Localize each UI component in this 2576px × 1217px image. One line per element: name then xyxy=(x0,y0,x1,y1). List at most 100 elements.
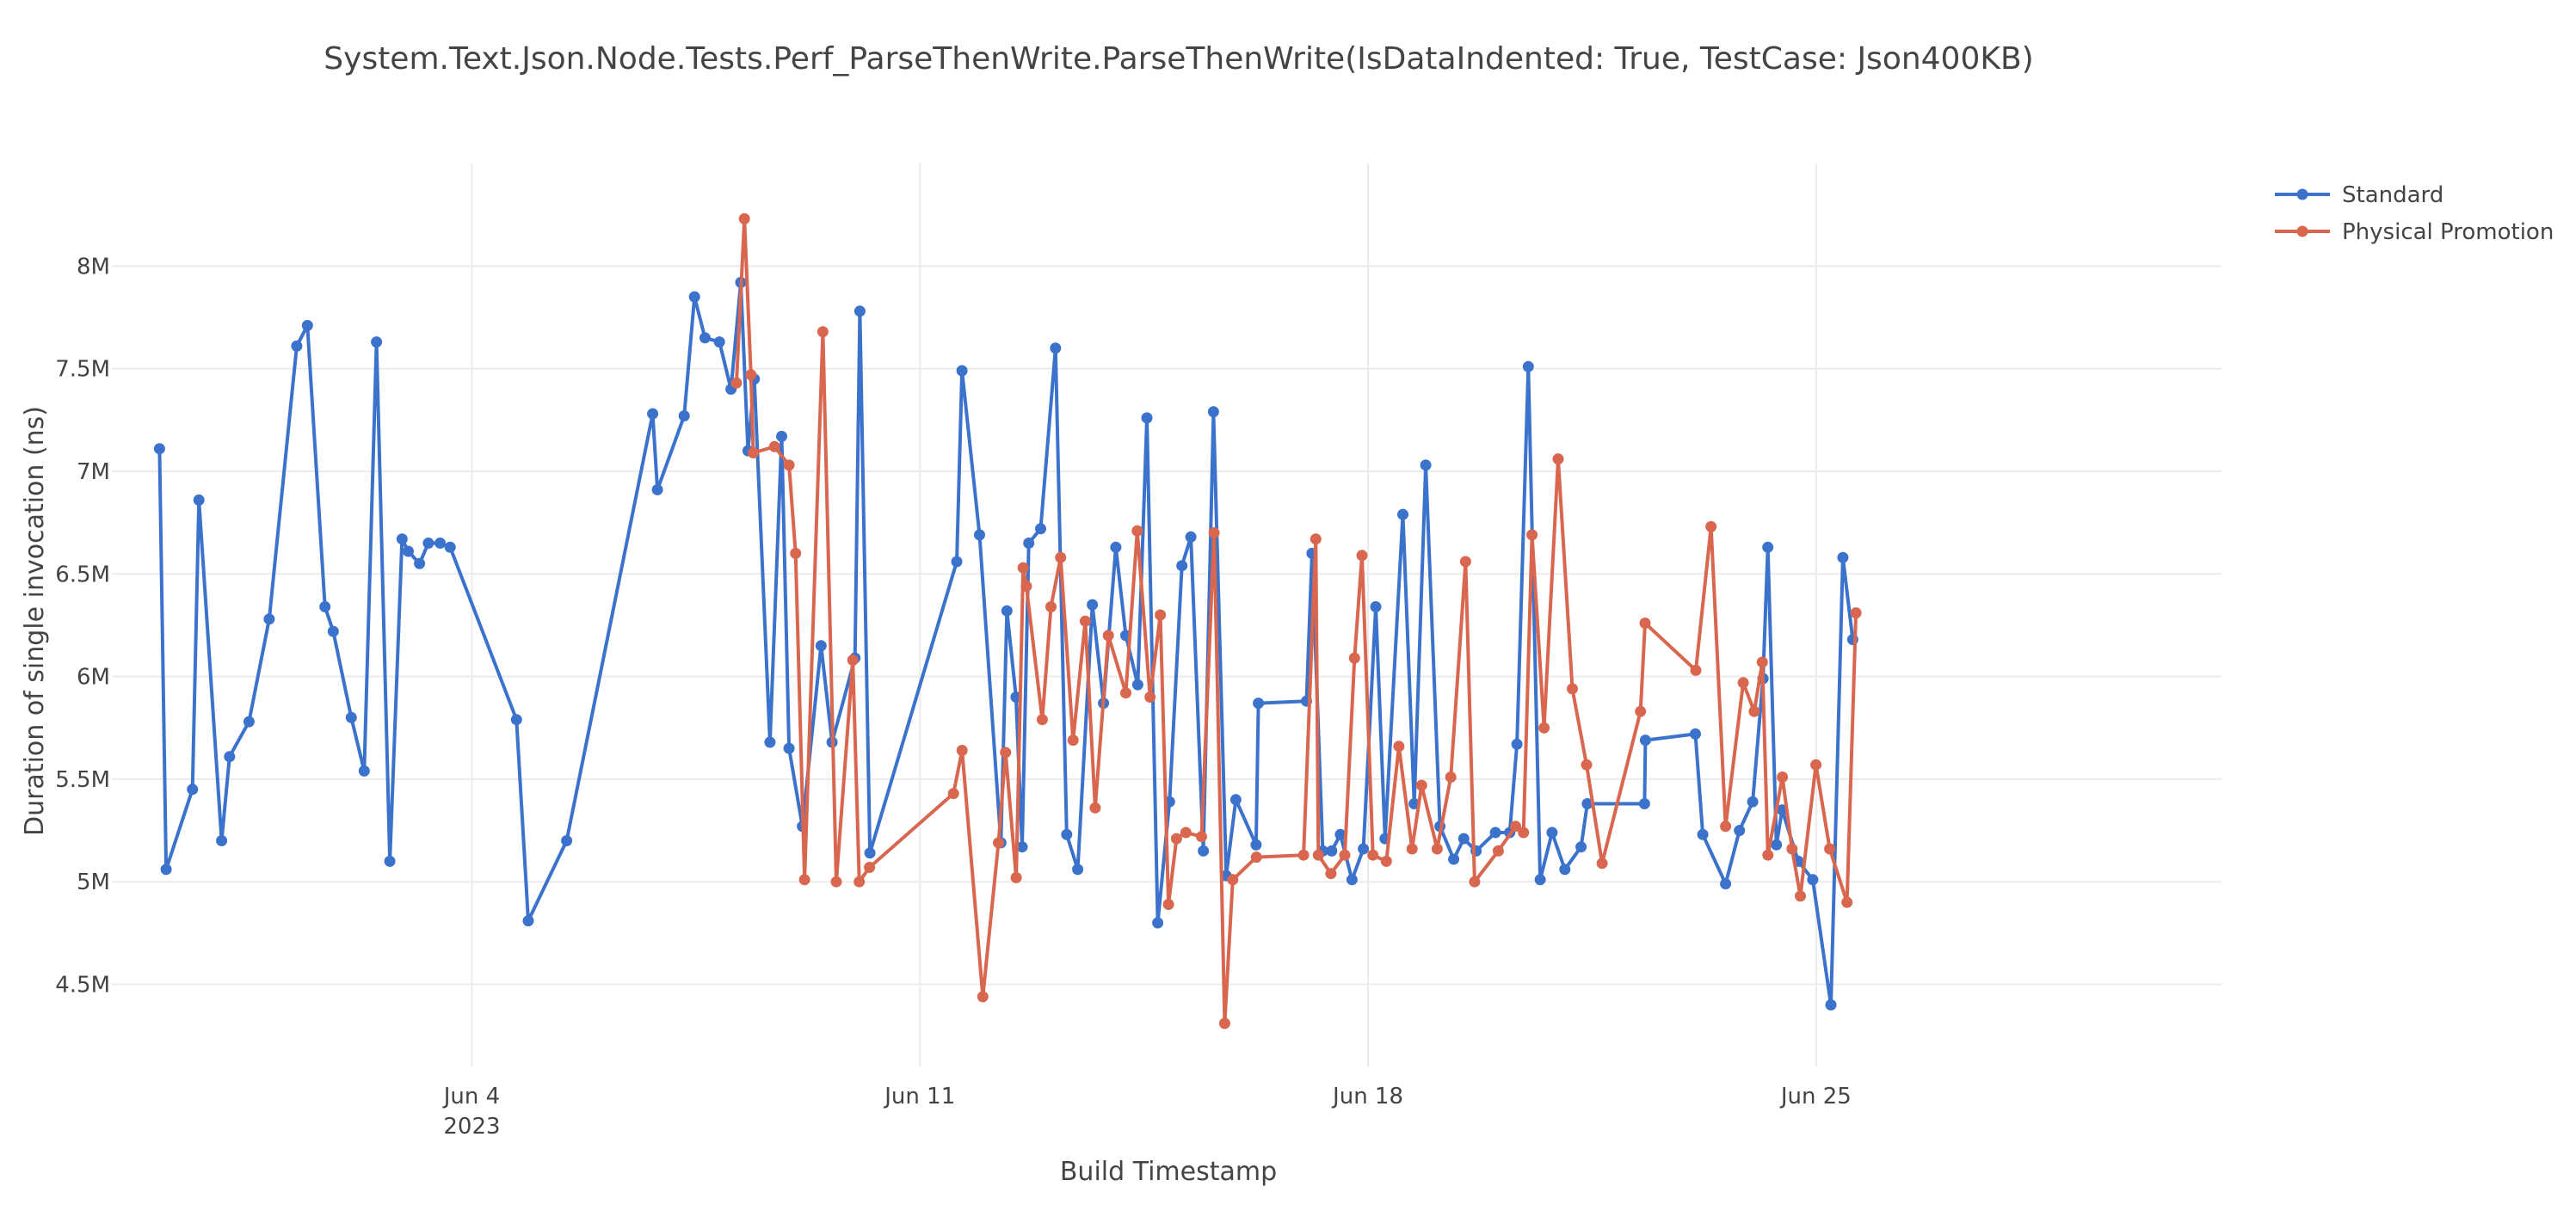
data-point[interactable] xyxy=(783,742,795,754)
data-point[interactable] xyxy=(263,613,275,625)
data-point[interactable] xyxy=(1756,656,1768,668)
data-point[interactable] xyxy=(1393,741,1405,753)
data-point[interactable] xyxy=(1312,849,1324,861)
data-point[interactable] xyxy=(1010,872,1022,883)
data-point[interactable] xyxy=(384,855,396,867)
data-point[interactable] xyxy=(1176,560,1188,572)
data-point[interactable] xyxy=(1762,541,1774,553)
data-point[interactable] xyxy=(1348,652,1360,664)
data-point[interactable] xyxy=(1326,845,1338,857)
data-point[interactable] xyxy=(510,714,522,726)
data-point[interactable] xyxy=(1250,851,1262,864)
data-point[interactable] xyxy=(1185,531,1197,543)
data-point[interactable] xyxy=(1380,855,1392,867)
data-point[interactable] xyxy=(713,336,725,348)
data-point[interactable] xyxy=(371,336,383,348)
data-point[interactable] xyxy=(1697,828,1709,840)
data-point[interactable] xyxy=(1415,779,1427,791)
data-point[interactable] xyxy=(1734,825,1746,837)
data-point[interactable] xyxy=(864,847,876,859)
data-point[interactable] xyxy=(1072,864,1084,876)
data-point[interactable] xyxy=(1253,698,1265,710)
data-point[interactable] xyxy=(854,305,866,317)
legend[interactable]: Standard Physical Promotion xyxy=(2275,182,2554,245)
data-point[interactable] xyxy=(1567,683,1578,695)
data-point[interactable] xyxy=(1000,747,1012,759)
data-point[interactable] xyxy=(301,320,313,331)
data-point[interactable] xyxy=(1356,550,1368,562)
data-point[interactable] xyxy=(1144,691,1156,703)
data-point[interactable] xyxy=(243,716,255,728)
data-point[interactable] xyxy=(1546,827,1558,839)
data-point[interactable] xyxy=(678,410,690,421)
data-point[interactable] xyxy=(1207,406,1219,418)
data-point[interactable] xyxy=(830,876,842,888)
data-point[interactable] xyxy=(1777,771,1789,783)
data-point[interactable] xyxy=(974,529,985,541)
data-point[interactable] xyxy=(730,377,743,389)
data-point[interactable] xyxy=(864,862,876,873)
data-point[interactable] xyxy=(1079,615,1091,627)
data-point[interactable] xyxy=(224,751,236,763)
data-point[interactable] xyxy=(1762,849,1774,861)
data-point[interactable] xyxy=(1218,1017,1230,1030)
data-point[interactable] xyxy=(1061,828,1073,840)
data-point[interactable] xyxy=(1055,551,1067,563)
data-point[interactable] xyxy=(1771,839,1783,851)
data-point[interactable] xyxy=(1358,843,1370,855)
data-point[interactable] xyxy=(160,864,172,876)
data-point[interactable] xyxy=(1325,868,1337,880)
data-point[interactable] xyxy=(1023,538,1035,549)
data-point[interactable] xyxy=(1841,896,1853,908)
data-point[interactable] xyxy=(1141,412,1153,424)
data-point[interactable] xyxy=(345,711,357,723)
data-point[interactable] xyxy=(776,430,787,442)
data-point[interactable] xyxy=(977,991,989,1003)
data-point[interactable] xyxy=(1017,562,1029,574)
data-point[interactable] xyxy=(1457,833,1470,845)
data-point[interactable] xyxy=(434,538,447,549)
data-point[interactable] xyxy=(1370,601,1382,612)
data-point[interactable] xyxy=(738,212,750,224)
data-point[interactable] xyxy=(1045,601,1057,612)
data-point[interactable] xyxy=(956,365,968,377)
data-point[interactable] xyxy=(1297,849,1310,861)
data-point[interactable] xyxy=(396,533,408,545)
data-point[interactable] xyxy=(1131,679,1143,691)
data-point[interactable] xyxy=(1367,849,1379,861)
data-point[interactable] xyxy=(764,736,776,748)
data-point[interactable] xyxy=(414,557,426,569)
data-point[interactable] xyxy=(1810,759,1822,771)
data-point[interactable] xyxy=(358,765,370,777)
data-point[interactable] xyxy=(522,915,534,927)
data-point[interactable] xyxy=(1639,735,1651,747)
data-point[interactable] xyxy=(1538,722,1550,734)
data-point[interactable] xyxy=(1850,607,1862,619)
data-point[interactable] xyxy=(403,545,414,557)
data-point[interactable] xyxy=(1534,874,1546,886)
data-point[interactable] xyxy=(1050,342,1062,354)
data-point[interactable] xyxy=(1489,827,1501,839)
data-point[interactable] xyxy=(951,556,963,568)
data-point[interactable] xyxy=(1786,843,1798,855)
data-point[interactable] xyxy=(1639,618,1651,629)
data-point[interactable] xyxy=(798,874,810,886)
data-point[interactable] xyxy=(1559,864,1571,876)
data-point[interactable] xyxy=(699,332,711,344)
data-point[interactable] xyxy=(1837,551,1849,563)
data-point[interactable] xyxy=(319,601,331,612)
data-point[interactable] xyxy=(1518,827,1530,839)
data-point[interactable] xyxy=(444,541,456,553)
data-point[interactable] xyxy=(1581,759,1593,771)
data-point[interactable] xyxy=(1001,605,1013,617)
data-point[interactable] xyxy=(1036,714,1048,726)
data-point[interactable] xyxy=(1596,857,1608,870)
data-point[interactable] xyxy=(1339,849,1351,861)
data-point[interactable] xyxy=(1690,728,1701,740)
data-point[interactable] xyxy=(1120,687,1131,699)
data-point[interactable] xyxy=(422,538,434,549)
data-point[interactable] xyxy=(1152,917,1164,929)
data-point[interactable] xyxy=(561,835,573,846)
data-point[interactable] xyxy=(1737,677,1749,689)
data-point[interactable] xyxy=(1397,508,1408,520)
